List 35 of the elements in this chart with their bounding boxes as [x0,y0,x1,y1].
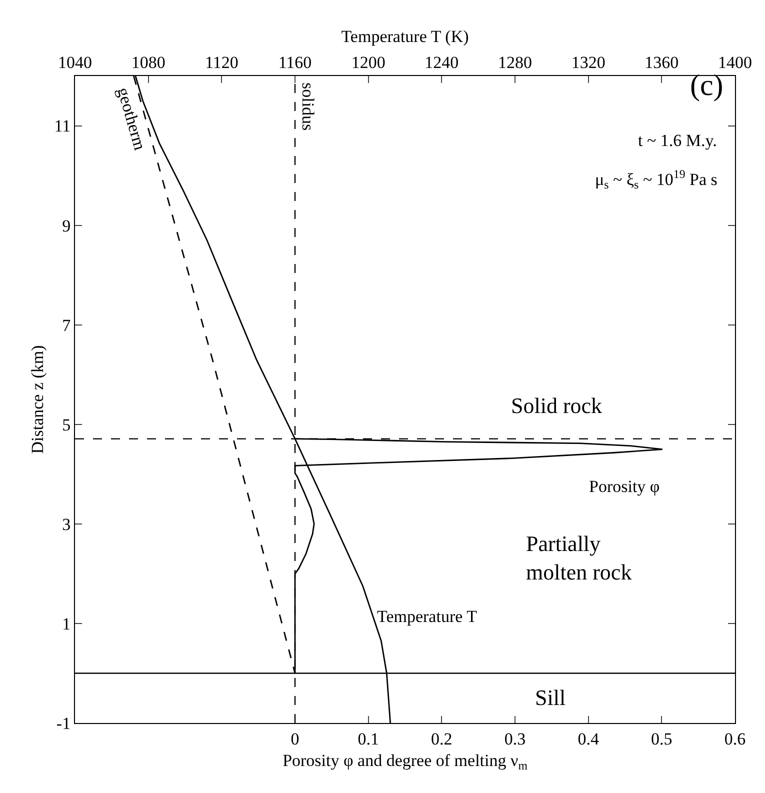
y-tick-label: 7 [62,316,72,335]
annotation: μ$_{s}$ ~ ξ$_{s}$ ~ 10$^{19}$ Pa s [595,167,718,192]
x-tick-label: 0.6 [724,729,746,748]
x2-tick-label: 1280 [498,53,532,72]
y-tick-label: -1 [56,714,71,733]
x2-axis-title: Temperature T (K) [341,26,469,46]
y-tick-label: 11 [54,116,71,136]
x2-tick-label: 1360 [644,53,679,72]
x-tick-label: 0.5 [651,729,672,748]
x2-tick-label: 1160 [278,53,312,72]
x-axis-title: Porosity φ and degree of melting ν$_{m}$ [282,750,528,772]
x2-tick-label: 1080 [131,53,166,72]
x-tick-label: 0.4 [578,729,600,748]
x2-tick-label: 1120 [204,53,238,72]
y-axis-title: Distance z (km) [28,345,47,454]
y-tick-label: 1 [62,614,71,634]
text: geotherm [114,85,150,152]
y-tick-label: 9 [62,216,71,236]
ref-line-label: solidus [298,82,318,131]
series-label: Porosity φ [589,477,660,496]
annotation: Sill [535,685,566,710]
y-tick-label: 5 [62,415,71,434]
x2-tick-label: 1320 [571,53,606,72]
x-tick-label: 0.1 [358,729,379,748]
y-tick-label: 3 [62,514,71,534]
series-label: Temperature T [377,607,478,626]
annotation: Solid rock [511,393,602,418]
x2-tick-label: 1240 [424,53,459,72]
annotation: Partially molten rock [526,531,632,585]
annotation: t ~ 1.6 M.y. [638,131,717,150]
x-tick-label: 0.2 [431,729,452,748]
x-tick-label: 0 [290,729,300,748]
x-tick-label: 0.3 [504,729,526,748]
x2-tick-label: 1040 [58,53,92,72]
x2-tick-label: 1200 [351,53,386,72]
